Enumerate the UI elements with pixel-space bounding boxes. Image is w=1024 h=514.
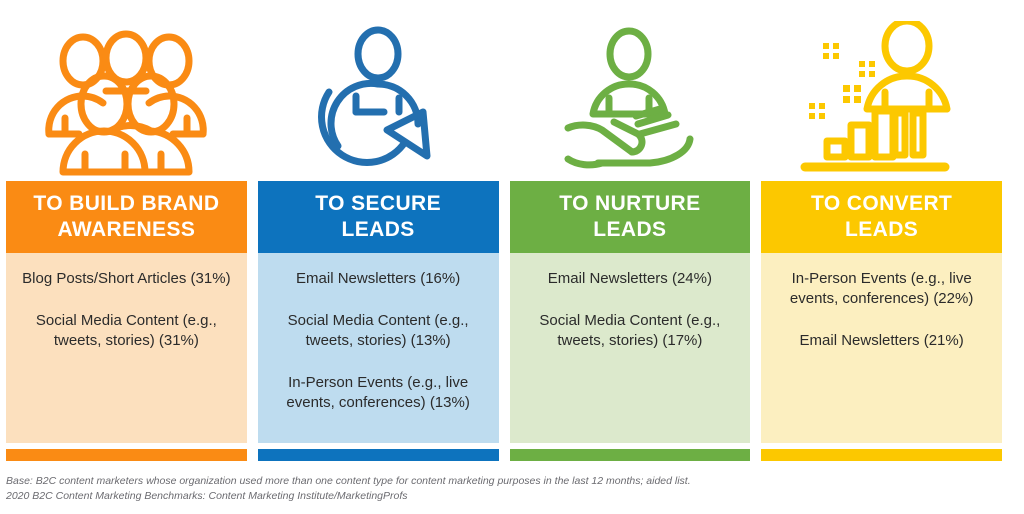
list-item: Social Media Content (e.g., tweets, stor… xyxy=(35,312,217,349)
list-item: Social Media Content (e.g., tweets, stor… xyxy=(539,312,721,349)
sparkle-decorations xyxy=(809,43,876,119)
footnote: Base: B2C content marketers whose organi… xyxy=(6,474,906,504)
column-title-line1: TO NURTURE xyxy=(559,192,701,215)
column-body-nurture-leads: Email Newsletters (24%) Social Media Con… xyxy=(509,253,751,443)
column-accent-bar-nurture-leads xyxy=(509,449,751,461)
person-in-hand-icon xyxy=(564,27,694,169)
column-title-line2: LEADS xyxy=(593,218,667,241)
column-accent-bar-secure-leads xyxy=(257,449,499,461)
column-build-brand-awareness: TO BUILD BRAND AWARENESS Blog Posts/Shor… xyxy=(6,181,247,461)
column-title-line2: LEADS xyxy=(845,218,919,241)
person-conversion-arrow-icon xyxy=(318,26,431,166)
icon-cell-build-brand-awareness xyxy=(6,0,247,176)
list-item: Email Newsletters (21%) xyxy=(799,332,964,349)
column-body-secure-leads: Email Newsletters (16%) Social Media Con… xyxy=(257,253,499,443)
footnote-source-line: 2020 B2C Content Marketing Benchmarks: C… xyxy=(6,490,408,502)
column-header-convert-leads: TO CONVERT LEADS xyxy=(761,181,1002,253)
column-header-secure-leads: TO SECURE LEADS xyxy=(257,181,499,253)
column-body-build-brand-awareness: Blog Posts/Short Articles (31%) Social M… xyxy=(6,253,247,443)
column-accent-bar-convert-leads xyxy=(761,449,1002,461)
list-item: In-Person Events (e.g., live events, con… xyxy=(286,374,470,411)
footnote-base-line: Base: B2C content marketers whose organi… xyxy=(6,475,691,487)
column-title-line1: TO SECURE xyxy=(315,192,441,215)
column-title-line2: AWARENESS xyxy=(57,218,196,241)
column-body-convert-leads: In-Person Events (e.g., live events, con… xyxy=(761,253,1002,443)
icon-row xyxy=(6,0,1002,176)
list-item: Social Media Content (e.g., tweets, stor… xyxy=(287,312,469,349)
column-accent-bar-build-brand-awareness xyxy=(6,449,247,461)
column-nurture-leads: TO NURTURE LEADS Email Newsletters (24%)… xyxy=(509,181,751,461)
list-item: Blog Posts/Short Articles (31%) xyxy=(22,270,231,287)
column-header-build-brand-awareness: TO BUILD BRAND AWARENESS xyxy=(6,181,247,253)
person-bar-chart-icon xyxy=(800,21,951,172)
column-secure-leads: TO SECURE LEADS Email Newsletters (16%) … xyxy=(257,181,499,461)
column-title-line1: TO CONVERT xyxy=(810,192,953,215)
column-header-nurture-leads: TO NURTURE LEADS xyxy=(509,181,751,253)
icon-cell-convert-leads xyxy=(761,0,1002,176)
column-convert-leads: TO CONVERT LEADS In-Person Events (e.g.,… xyxy=(761,181,1002,461)
column-row: TO BUILD BRAND AWARENESS Blog Posts/Shor… xyxy=(6,181,1002,461)
list-item: Email Newsletters (24%) xyxy=(547,270,712,287)
list-item: Email Newsletters (16%) xyxy=(296,270,461,287)
group-of-people-icon xyxy=(45,30,208,176)
icon-cell-nurture-leads xyxy=(510,0,751,176)
list-item: In-Person Events (e.g., live events, con… xyxy=(789,270,974,307)
column-title-line1: TO BUILD BRAND xyxy=(33,192,220,215)
column-title-line2: LEADS xyxy=(341,218,415,241)
icon-cell-secure-leads xyxy=(258,0,499,176)
